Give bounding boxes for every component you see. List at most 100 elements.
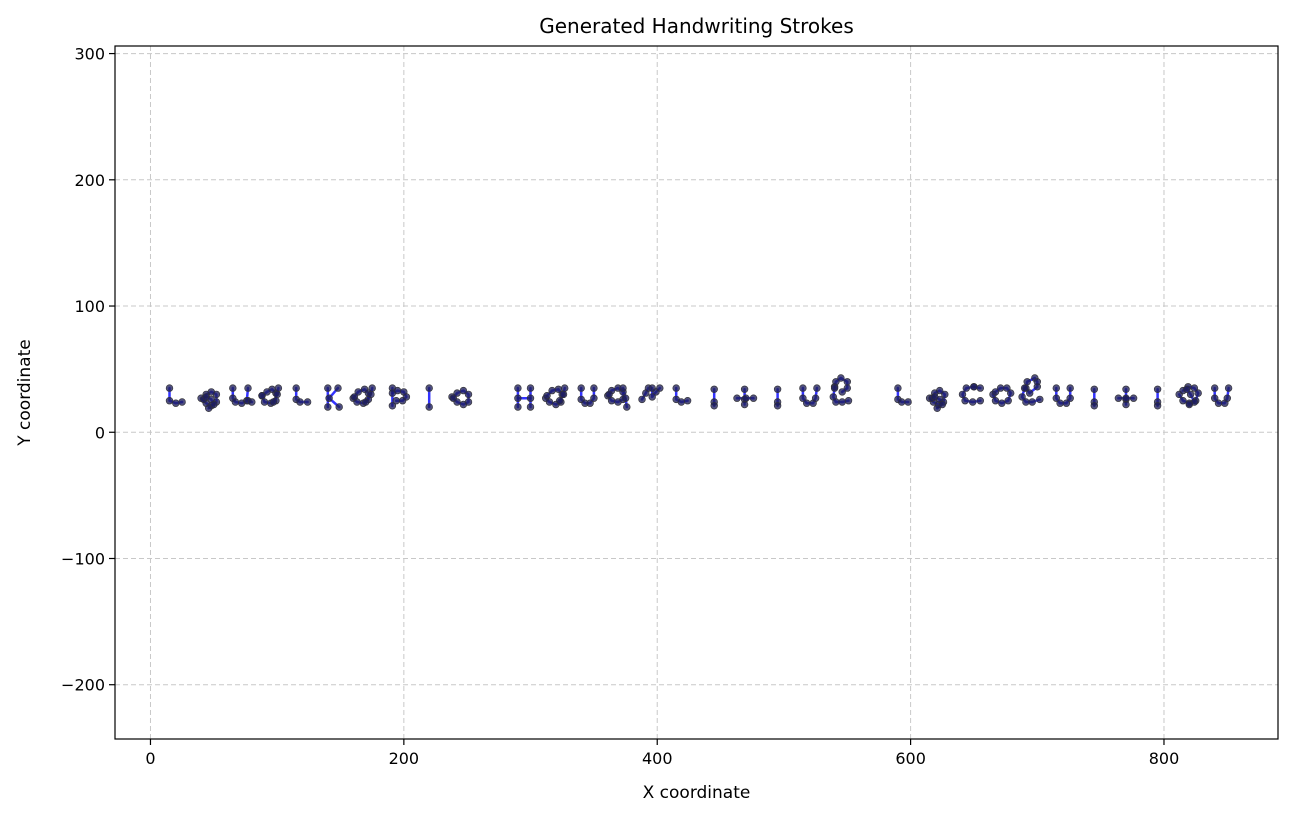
stroke-point — [273, 390, 281, 399]
stroke-point — [1183, 385, 1191, 393]
stroke-point — [165, 384, 174, 392]
y-tick-label: 100 — [74, 297, 105, 316]
stroke-point — [683, 397, 692, 405]
stroke-point — [749, 394, 758, 402]
stroke-point — [392, 397, 400, 405]
stroke-point — [514, 394, 522, 402]
stroke-point — [559, 390, 568, 399]
stroke-point — [263, 388, 271, 396]
stroke-point — [1052, 384, 1061, 392]
stroke-point — [962, 384, 970, 392]
x-tick-label: 0 — [145, 749, 155, 768]
stroke-point — [838, 388, 846, 396]
stroke-point — [514, 384, 522, 392]
stroke-point — [526, 384, 535, 392]
stroke-point — [560, 384, 569, 392]
stroke-point — [998, 399, 1006, 407]
stroke-point — [837, 374, 845, 382]
stroke-point — [811, 394, 820, 402]
stroke-point — [1153, 402, 1162, 410]
stroke-point — [843, 384, 851, 392]
stroke-point — [1023, 378, 1031, 386]
stroke-point — [178, 398, 186, 406]
stroke-point — [605, 390, 613, 399]
stroke-point — [991, 388, 1000, 396]
stroke-point — [244, 384, 252, 392]
stroke-point — [1025, 389, 1034, 397]
stroke-point — [648, 393, 656, 401]
stroke-point — [1122, 400, 1130, 409]
stroke-point — [710, 402, 718, 410]
stroke-point — [961, 397, 969, 405]
stroke-point — [425, 403, 433, 411]
stroke-point — [205, 404, 213, 412]
stroke-point — [526, 403, 535, 411]
stroke-point — [258, 392, 266, 400]
stroke-point — [393, 386, 402, 395]
stroke-point — [555, 397, 564, 405]
plot-frame — [114, 45, 1279, 740]
chart-title: Generated Handwriting Strokes — [539, 14, 854, 38]
stroke-point — [742, 394, 750, 402]
stroke-point — [933, 404, 941, 412]
stroke-point — [543, 392, 551, 400]
stroke-point — [996, 384, 1005, 392]
x-tick-label: 800 — [1149, 749, 1180, 768]
stroke-point — [1210, 384, 1219, 392]
stroke-point — [324, 403, 332, 411]
stroke-point — [1003, 384, 1011, 392]
stroke-point — [269, 398, 278, 406]
stroke-point — [260, 398, 269, 406]
stroke-point — [1153, 385, 1162, 393]
x-tick-label: 400 — [642, 749, 673, 768]
stroke-point — [733, 394, 741, 402]
stroke-point — [590, 384, 598, 392]
axis-ticks: 0 200 400 600 800 −200 −100 0 100 200 300 — [61, 45, 1179, 768]
stroke-point — [1190, 384, 1199, 392]
stroke-point — [1122, 394, 1130, 402]
stroke-point — [1129, 394, 1138, 402]
stroke-point — [586, 399, 594, 407]
stroke-point — [577, 384, 585, 392]
x-tick-label: 200 — [389, 749, 420, 768]
stroke-point — [360, 385, 369, 393]
stroke-point — [354, 388, 362, 396]
stroke-point — [398, 397, 407, 405]
stroke-point — [1185, 400, 1194, 409]
stroke-point — [1018, 393, 1026, 401]
y-tick-label: 300 — [74, 45, 105, 64]
stroke-point — [324, 384, 332, 392]
stroke-point — [350, 393, 359, 401]
stroke-point — [938, 400, 946, 409]
stroke-point — [1006, 389, 1015, 397]
stroke-point — [1186, 390, 1195, 399]
stroke-point — [1066, 394, 1074, 402]
stroke-point — [1004, 397, 1012, 405]
stroke-point — [296, 398, 304, 406]
stroke-point — [1224, 384, 1233, 392]
stroke-point — [773, 402, 782, 410]
stroke-point — [623, 403, 631, 411]
stroke-point — [1210, 394, 1219, 402]
stroke-point — [1062, 399, 1071, 407]
stroke-point — [1056, 399, 1064, 407]
stroke-point — [464, 398, 473, 406]
stroke-point — [165, 397, 174, 405]
stroke-point — [832, 398, 840, 406]
stroke-point — [897, 398, 906, 406]
stroke-point — [548, 386, 556, 395]
stroke-point — [367, 390, 375, 399]
stroke-point — [172, 399, 180, 407]
stroke-point — [1090, 385, 1099, 393]
stroke-point — [894, 384, 902, 392]
stroke-point — [621, 394, 630, 402]
stroke-point — [773, 385, 782, 393]
y-tick-label: −200 — [61, 676, 105, 695]
stroke-point — [991, 397, 1000, 405]
stroke-point — [844, 397, 853, 405]
y-tick-label: −100 — [61, 549, 105, 568]
stroke-point — [554, 385, 563, 393]
stroke-point — [590, 394, 598, 402]
